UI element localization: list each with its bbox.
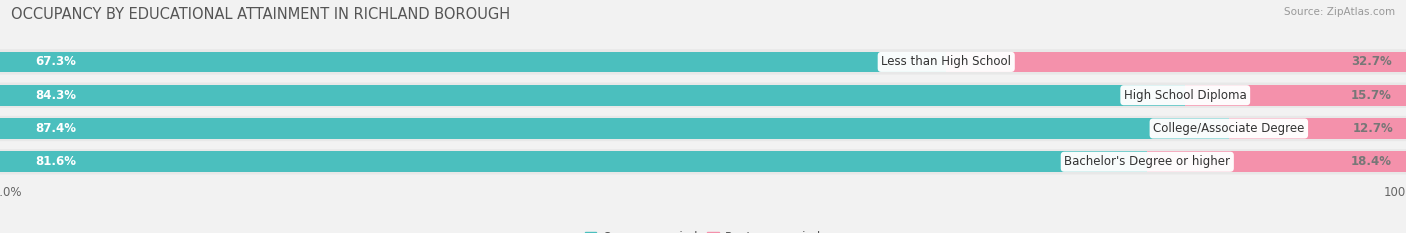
Text: 15.7%: 15.7% bbox=[1351, 89, 1392, 102]
Bar bbox=[946, 51, 1406, 72]
FancyBboxPatch shape bbox=[0, 149, 1406, 175]
Bar bbox=[1229, 118, 1406, 139]
Text: 12.7%: 12.7% bbox=[1353, 122, 1393, 135]
FancyBboxPatch shape bbox=[0, 49, 1406, 75]
Text: Less than High School: Less than High School bbox=[882, 55, 1011, 69]
Text: 18.4%: 18.4% bbox=[1351, 155, 1392, 168]
Text: Source: ZipAtlas.com: Source: ZipAtlas.com bbox=[1284, 7, 1395, 17]
Text: College/Associate Degree: College/Associate Degree bbox=[1153, 122, 1305, 135]
Text: 81.6%: 81.6% bbox=[35, 155, 76, 168]
Legend: Owner-occupied, Renter-occupied: Owner-occupied, Renter-occupied bbox=[579, 226, 827, 233]
Bar bbox=[0, 51, 946, 72]
Text: Bachelor's Degree or higher: Bachelor's Degree or higher bbox=[1064, 155, 1230, 168]
FancyBboxPatch shape bbox=[0, 82, 1406, 108]
Bar bbox=[0, 151, 1147, 172]
Text: High School Diploma: High School Diploma bbox=[1123, 89, 1247, 102]
Bar bbox=[1147, 151, 1406, 172]
Text: OCCUPANCY BY EDUCATIONAL ATTAINMENT IN RICHLAND BOROUGH: OCCUPANCY BY EDUCATIONAL ATTAINMENT IN R… bbox=[11, 7, 510, 22]
Text: 84.3%: 84.3% bbox=[35, 89, 76, 102]
Bar bbox=[0, 118, 1229, 139]
FancyBboxPatch shape bbox=[0, 116, 1406, 141]
Text: 32.7%: 32.7% bbox=[1351, 55, 1392, 69]
Bar bbox=[1185, 85, 1406, 106]
Text: 67.3%: 67.3% bbox=[35, 55, 76, 69]
Text: 87.4%: 87.4% bbox=[35, 122, 76, 135]
Bar bbox=[0, 85, 1185, 106]
